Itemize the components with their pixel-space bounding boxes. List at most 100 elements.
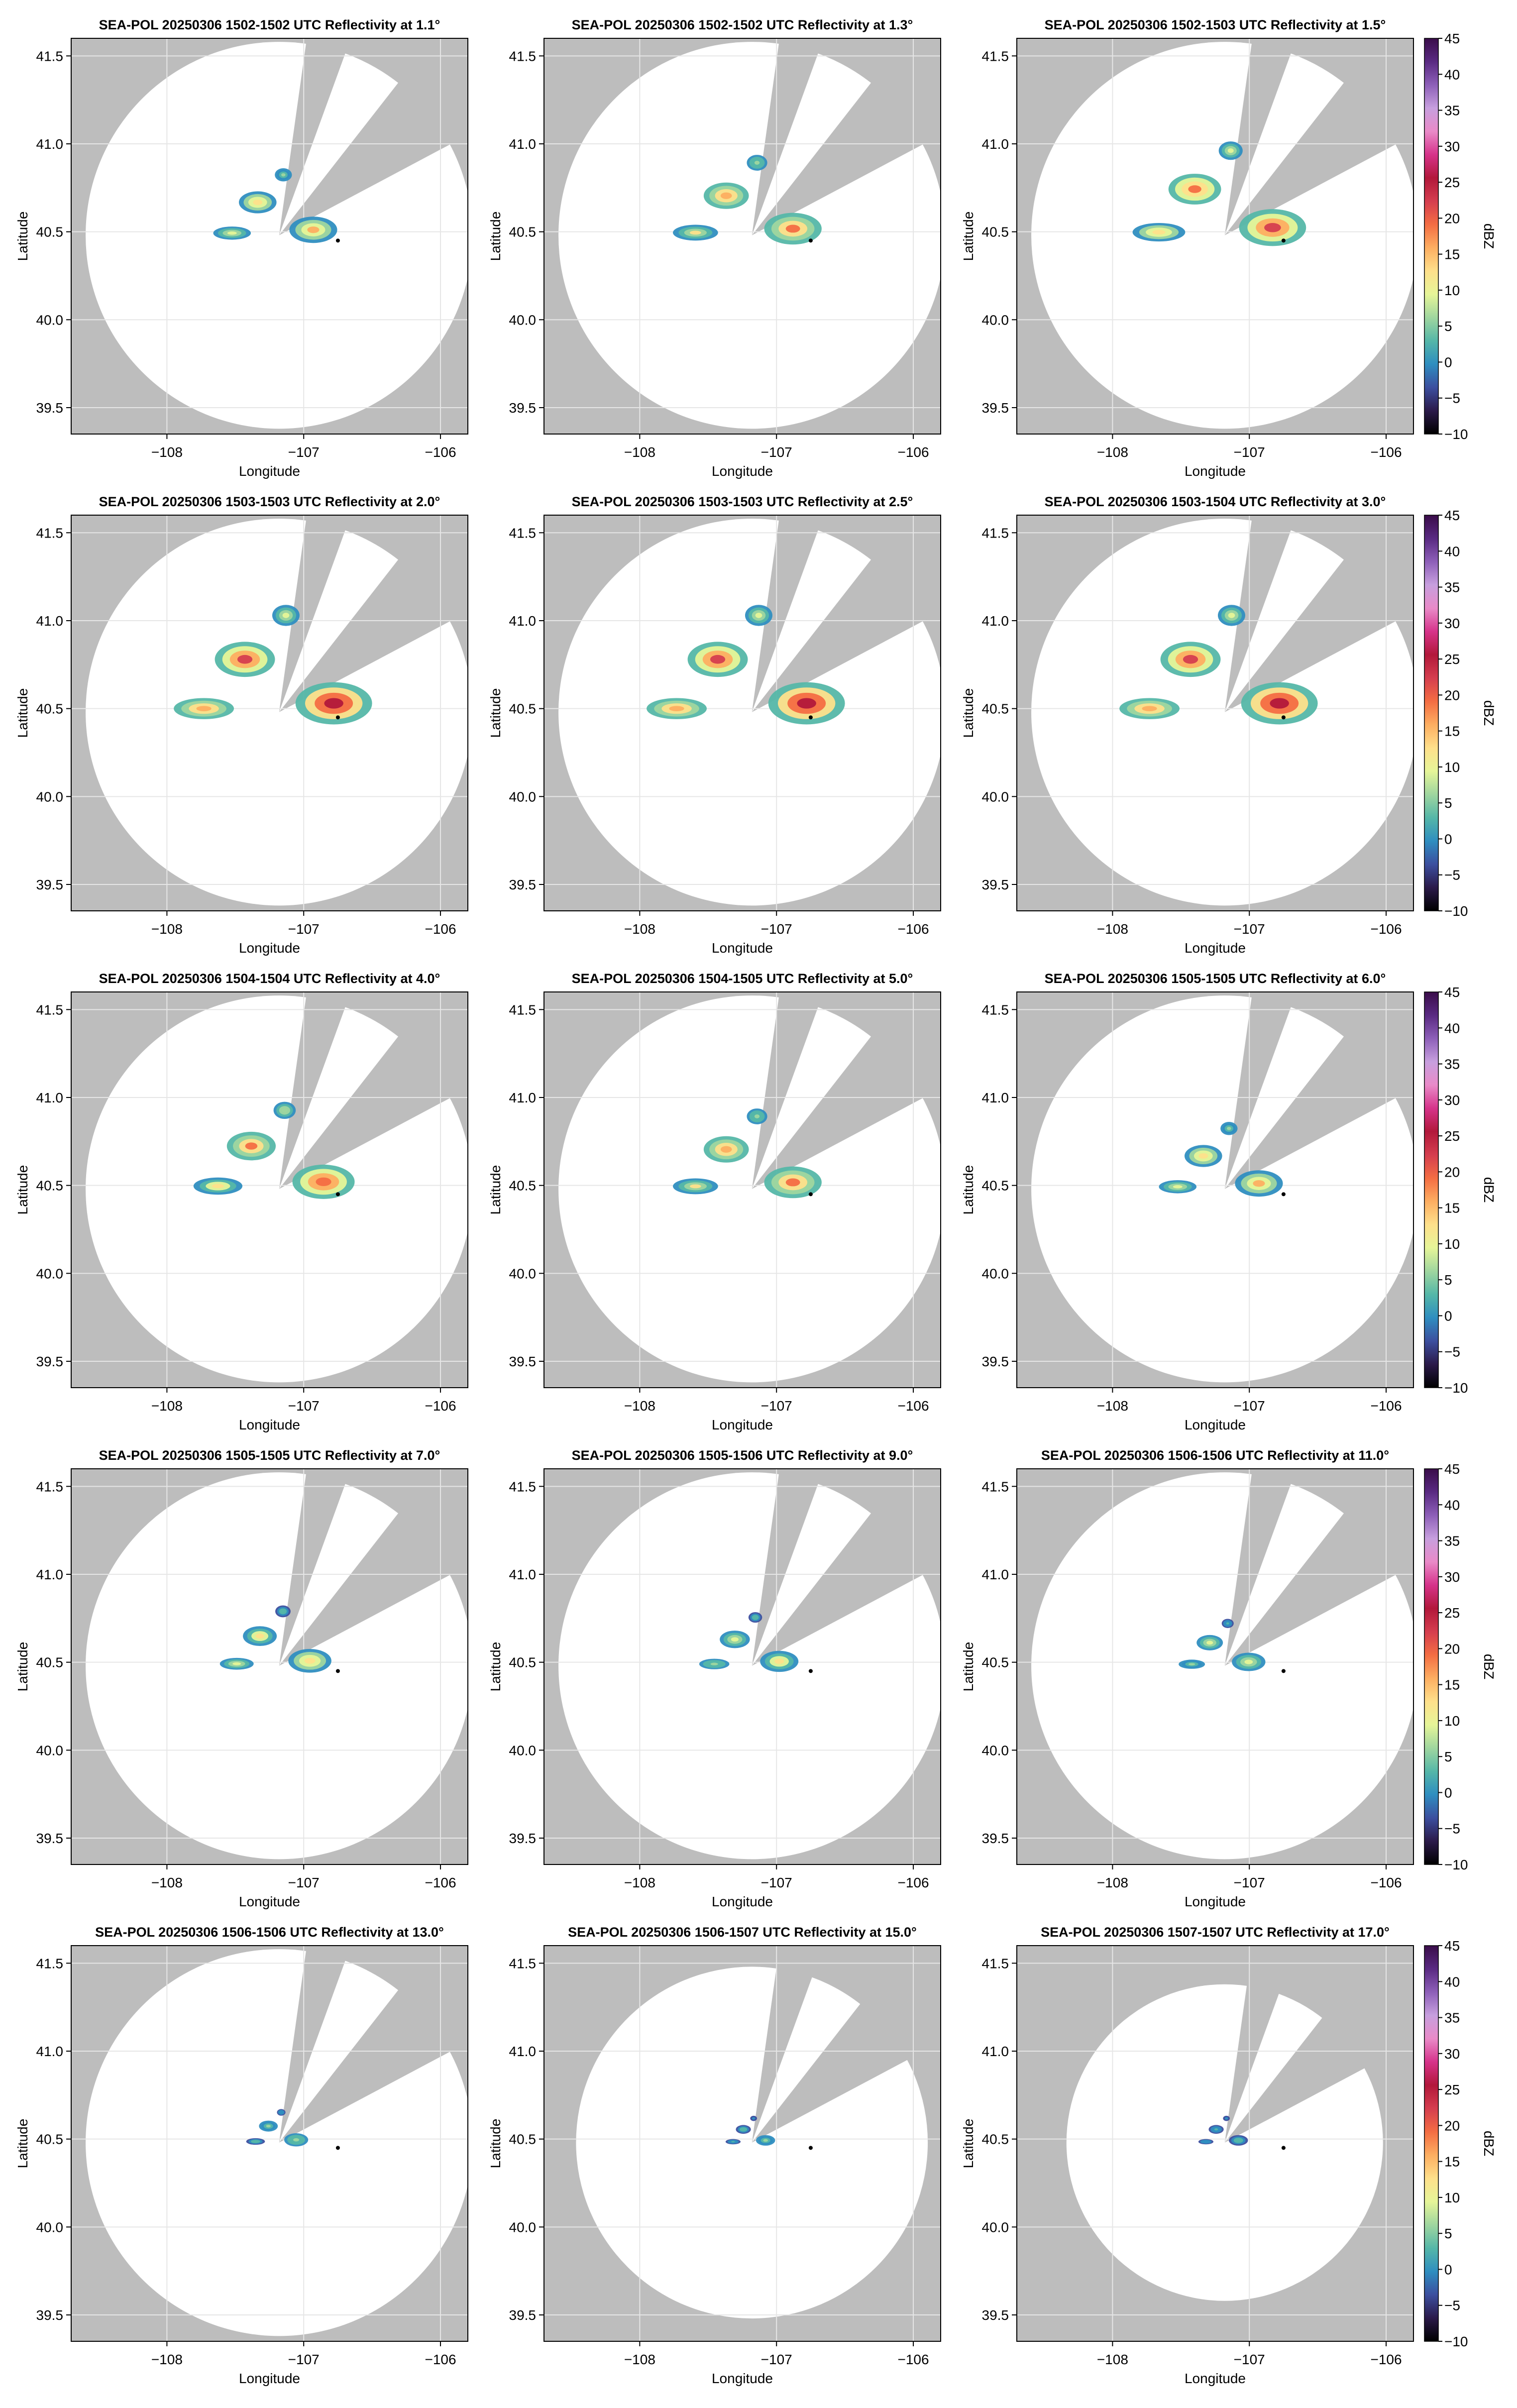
x-axis-label: Longitude xyxy=(239,2371,300,2386)
blocked-sector xyxy=(1224,1469,1413,1666)
axes-frame xyxy=(543,1945,941,2342)
y-axis-label: Latitude xyxy=(961,1165,976,1215)
y-tick-label: 40.0 xyxy=(982,1743,1009,1758)
reflectivity-echoes xyxy=(213,168,337,243)
blocked-sector xyxy=(279,1946,351,2143)
y-tick-label: 40.0 xyxy=(36,312,64,328)
y-tick-label: 39.5 xyxy=(509,1831,537,1846)
colorbar-tick-label: 15 xyxy=(1444,724,1460,739)
x-axis-label: Longitude xyxy=(712,2371,773,2386)
colorbar-tick-label: 40 xyxy=(1444,1497,1460,1513)
colorbar: 45 40 35 30 25 20 15 10 5 0 −5 −10 dBZ xyxy=(1424,1938,1497,2349)
colorbar-tick-label: 40 xyxy=(1444,1974,1460,1989)
gridlines xyxy=(1017,1469,1413,1864)
echo-cell xyxy=(324,698,343,709)
colorbar-tick-label: 45 xyxy=(1444,1938,1460,1954)
y-tick-label: 41.0 xyxy=(982,1090,1009,1105)
x-tick-label: −106 xyxy=(1370,444,1402,460)
radar-panel: −108 −107 −106 41.5 41.0 40.5 40.0 39.5 SEA-POL … xyxy=(961,17,1497,479)
y-tick-label: 40.5 xyxy=(36,1655,64,1670)
x-tick-label: −107 xyxy=(1234,1398,1265,1414)
colorbar-tick-label: 25 xyxy=(1444,1128,1460,1144)
colorbar-tick-label: 20 xyxy=(1444,1164,1460,1180)
reflectivity-echoes xyxy=(673,1108,822,1199)
echo-cell xyxy=(282,613,290,618)
echo-cell xyxy=(281,1610,285,1613)
chart-title: SEA-POL 20250306 1505-1505 UTC Reflectiv… xyxy=(99,1448,440,1463)
chart-title: SEA-POL 20250306 1503-1503 UTC Reflectiv… xyxy=(572,494,913,509)
blocked-sector xyxy=(752,1946,824,2143)
x-tick-label: −107 xyxy=(1234,921,1265,937)
y-tick-label: 41.5 xyxy=(982,48,1009,64)
echo-cell xyxy=(1188,185,1201,193)
x-tick-label: −107 xyxy=(1234,1875,1265,1890)
x-tick-label: −106 xyxy=(425,921,456,937)
blocked-sector xyxy=(752,992,824,1189)
radar-panel: −108 −107 −106 41.5 41.0 40.5 40.0 39.5 SEA-POL … xyxy=(15,1925,468,2386)
x-axis-label: Longitude xyxy=(239,940,300,956)
x-axis-label: Longitude xyxy=(1185,463,1246,479)
x-tick-label: −107 xyxy=(761,1398,792,1414)
x-tick-label: −107 xyxy=(288,1875,320,1890)
site-marker xyxy=(1281,238,1286,243)
y-tick-label: 41.5 xyxy=(36,1002,64,1017)
blocked-sector xyxy=(1224,1469,1297,1666)
colorbar-tick-label: 20 xyxy=(1444,1641,1460,1656)
echo-cell xyxy=(774,1658,784,1664)
x-tick-label: −107 xyxy=(288,2352,320,2367)
x-tick-label: −106 xyxy=(897,1398,929,1414)
echo-cell xyxy=(280,2111,283,2113)
colorbar-tick-label: 45 xyxy=(1444,508,1460,523)
echo-cell xyxy=(1227,148,1234,153)
site-marker xyxy=(808,1669,813,1673)
echo-cell xyxy=(212,1184,224,1189)
colorbar-tick-label: −5 xyxy=(1444,868,1460,883)
y-tick-label: 39.5 xyxy=(982,1354,1009,1369)
blocked-sector xyxy=(752,1469,941,1666)
y-axis-label: Latitude xyxy=(961,688,976,738)
echo-cell xyxy=(741,2128,746,2131)
radar-panel: −108 −107 −106 41.5 41.0 40.5 40.0 39.5 SEA-POL … xyxy=(15,17,468,479)
y-tick-label: 40.5 xyxy=(509,224,537,240)
colorbar-tick-label: 25 xyxy=(1444,1605,1460,1621)
axes-frame xyxy=(1016,1945,1414,2342)
x-tick-label: −108 xyxy=(1097,1398,1128,1414)
reflectivity-echoes xyxy=(246,2109,309,2147)
colorbar-tick-label: 45 xyxy=(1444,985,1460,1000)
y-tick-label: 40.5 xyxy=(982,701,1009,717)
x-tick-label: −108 xyxy=(624,921,655,937)
colorbar-gradient xyxy=(1424,1945,1439,2342)
gridlines xyxy=(544,38,941,434)
colorbar-tick-label: 10 xyxy=(1444,283,1460,298)
chart-title: SEA-POL 20250306 1506-1506 UTC Reflectiv… xyxy=(1041,1448,1389,1463)
site-marker xyxy=(1281,2146,1286,2150)
axes-frame xyxy=(71,38,468,435)
echo-cell xyxy=(281,173,286,177)
chart-title: SEA-POL 20250306 1506-1506 UTC Reflectiv… xyxy=(95,1925,444,1940)
reflectivity-echoes xyxy=(1198,2115,1248,2146)
echo-cell xyxy=(785,224,800,233)
echo-cell xyxy=(1204,2141,1208,2143)
colorbar-tick-label: 25 xyxy=(1444,175,1460,190)
x-tick-label: −106 xyxy=(897,444,929,460)
echo-cell xyxy=(1142,706,1157,711)
y-tick-label: 41.0 xyxy=(509,136,537,152)
colorbar-tick-label: 45 xyxy=(1444,31,1460,46)
y-tick-label: 41.0 xyxy=(982,136,1009,152)
echo-cell xyxy=(1264,223,1281,232)
site-marker xyxy=(335,715,340,720)
reflectivity-echoes xyxy=(193,1101,355,1199)
y-tick-label: 41.0 xyxy=(982,613,1009,629)
site-marker xyxy=(808,238,813,243)
x-axis-label: Longitude xyxy=(1185,1894,1246,1909)
blocked-sector xyxy=(752,992,941,1189)
colorbar-label: dBZ xyxy=(1481,700,1497,726)
x-tick-label: −107 xyxy=(761,921,792,937)
x-tick-label: −106 xyxy=(425,1875,456,1890)
colorbar-tick-label: 5 xyxy=(1444,1272,1452,1288)
colorbar-tick-label: 30 xyxy=(1444,2046,1460,2062)
y-tick-label: 41.5 xyxy=(509,48,537,64)
y-tick-label: 39.5 xyxy=(509,400,537,416)
x-tick-label: −106 xyxy=(425,1398,456,1414)
colorbar-tick-label: 35 xyxy=(1444,580,1460,595)
